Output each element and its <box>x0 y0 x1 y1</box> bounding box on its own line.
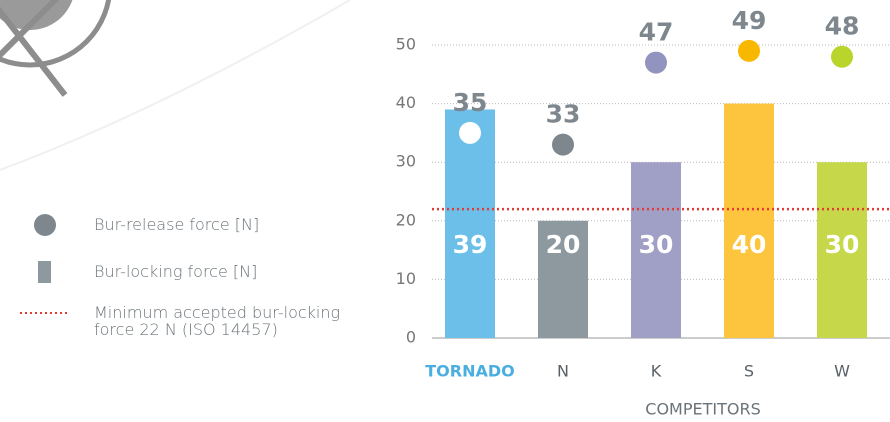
x-tick-label: W <box>834 362 850 381</box>
bar-value-label: 39 <box>453 230 488 259</box>
dot-value-label: 48 <box>825 12 860 41</box>
legend-label: Bur-release force [N] <box>94 215 260 234</box>
dot <box>459 121 481 144</box>
x-tick-label: K <box>651 362 662 381</box>
x-tick-label: S <box>744 362 754 381</box>
y-tick-label: 50 <box>396 35 416 54</box>
bar-value-label: 20 <box>546 230 581 259</box>
x-tick-label: N <box>557 362 569 381</box>
dot-value-label: 49 <box>732 6 767 35</box>
dot-value-label: 47 <box>639 18 674 47</box>
y-tick-label: 10 <box>396 269 416 288</box>
bar <box>724 103 774 338</box>
dot-value-label: 33 <box>546 100 581 129</box>
bar <box>817 162 867 338</box>
dot <box>645 51 667 74</box>
bar-value-label: 30 <box>825 230 860 259</box>
bar-value-label: 30 <box>639 230 674 259</box>
y-tick-label: 20 <box>396 210 416 229</box>
dot-value-label: 35 <box>453 88 488 117</box>
dot <box>831 45 853 68</box>
bar-value-label: 40 <box>732 230 767 259</box>
bar <box>445 109 495 339</box>
dot <box>552 133 574 156</box>
x-axis-label: COMPETITORS <box>645 400 760 419</box>
bar <box>538 220 588 338</box>
dot <box>738 39 760 62</box>
y-tick-label: 0 <box>406 328 416 347</box>
legend-symbol <box>34 214 56 236</box>
x-tick-label: TORNADO <box>425 362 515 381</box>
y-tick-label: 40 <box>396 93 416 112</box>
legend-label: Bur-locking force [N] <box>94 262 258 281</box>
y-tick-label: 30 <box>396 152 416 171</box>
legend-symbol <box>38 261 51 283</box>
bar <box>631 162 681 338</box>
legend-label: Minimum accepted bur-locking force 22 N … <box>94 303 341 339</box>
decoration <box>0 0 351 171</box>
